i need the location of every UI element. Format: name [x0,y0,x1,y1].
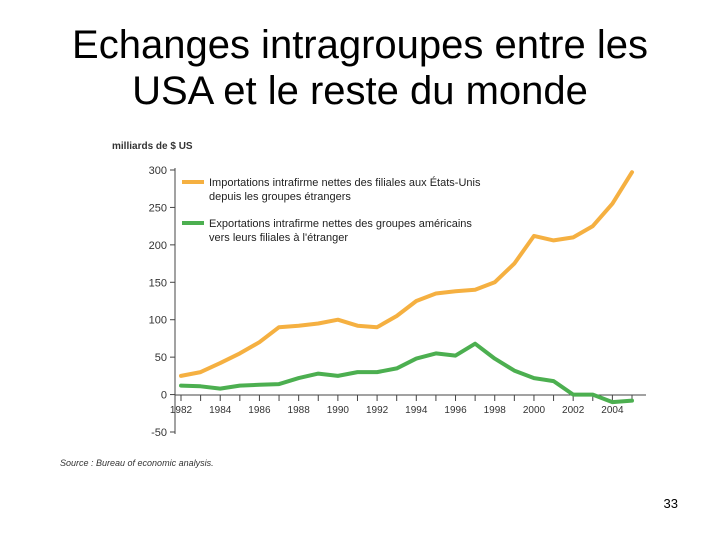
y-tick-label: -50 [151,427,167,439]
y-tick-label: 150 [149,277,167,289]
slide-title: Echanges intragroupes entre les USA et l… [20,22,700,114]
x-tick-label: 2000 [523,405,546,416]
y-tick-label: 50 [155,352,167,364]
legend-label-1-cont: depuis les groupes étrangers [209,191,351,203]
source-note: Source : Bureau of economic analysis. [60,458,214,468]
y-tick-label: 200 [149,240,167,252]
x-tick-label: 1998 [484,405,507,416]
page-number: 33 [663,496,678,511]
y-tick-label: 300 [149,165,167,177]
x-tick-label: 1992 [366,405,389,416]
series-line-1 [179,170,634,378]
y-tick-label: 250 [149,202,167,214]
y-tick-label: 100 [149,315,167,327]
title-line-1: Echanges intragroupes entre les [72,23,648,67]
x-tick-label: 1994 [405,405,428,416]
x-tick-label: 2002 [562,405,585,416]
legend-label-1: Importations intrafirme nettes des filia… [209,176,481,189]
x-tick-label: 1990 [327,405,350,416]
x-tick-label: 1982 [170,405,193,416]
x-tick-label: 1984 [209,405,232,416]
series-line-2 [179,341,634,405]
x-tick-label: 1996 [444,405,467,416]
x-tick-label: 1986 [248,405,271,416]
title-line-2: USA et le reste du monde [132,69,588,113]
legend-label-2-cont: vers leurs filiales à l'étranger [209,232,348,244]
y-tick-label: 0 [161,390,167,402]
y-axis-label: milliards de $ US [112,141,193,152]
legend-label-2: Exportations intrafirme nettes des group… [209,218,472,230]
x-tick-label: 1988 [288,405,311,416]
x-tick-label: 2004 [601,405,624,416]
